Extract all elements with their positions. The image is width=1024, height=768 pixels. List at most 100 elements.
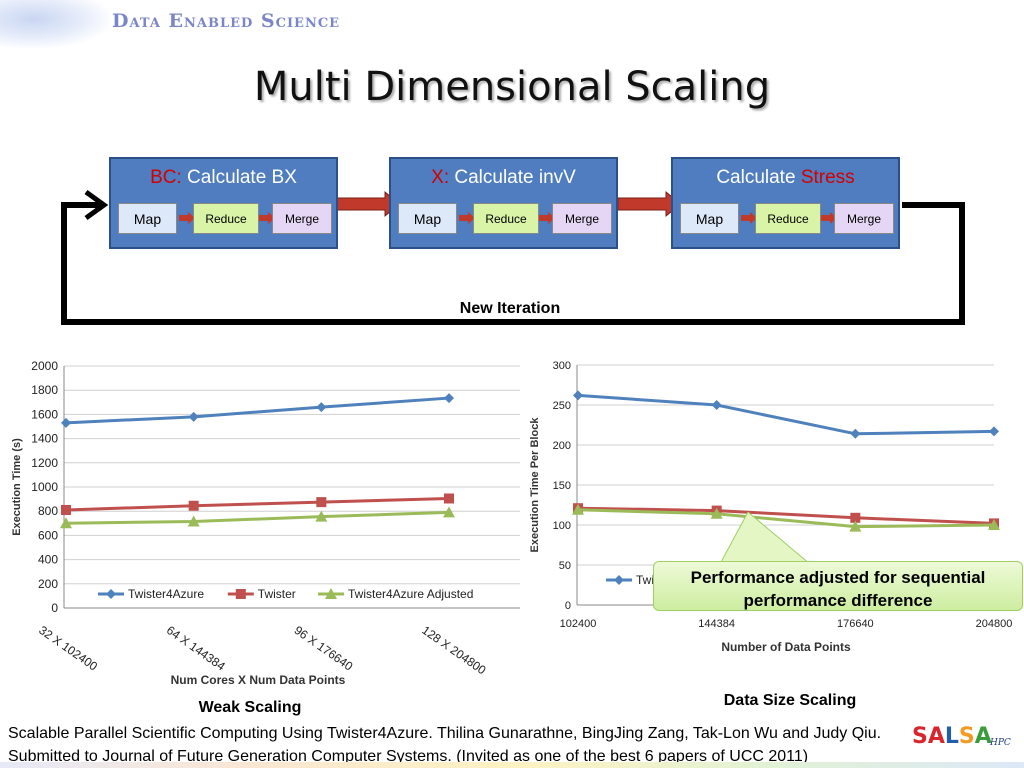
x-tick-label: 128 X 204800 xyxy=(419,623,489,678)
data-point xyxy=(444,493,454,504)
y-tick-label: 1800 xyxy=(31,383,58,397)
data-point xyxy=(572,503,584,515)
callout-note: Performance adjusted for sequential perf… xyxy=(653,561,1023,611)
hpc-tag: HPC xyxy=(990,738,1011,748)
citation-line: Submitted to Journal of Future Generatio… xyxy=(8,748,809,765)
x-tick-label: 96 X 176640 xyxy=(292,623,356,674)
footer-bar xyxy=(0,762,1024,768)
step-arrow xyxy=(259,212,275,224)
data-point xyxy=(187,515,200,527)
series-line xyxy=(577,393,995,436)
y-tick-label: 200 xyxy=(553,440,571,452)
y-tick-label: 50 xyxy=(559,560,571,572)
data-point xyxy=(61,417,71,428)
y-tick-label: 150 xyxy=(553,480,571,492)
reduce-step: Reduce xyxy=(193,203,259,234)
y-tick-label: 600 xyxy=(38,528,58,542)
step-arrow xyxy=(539,212,555,224)
step-arrow xyxy=(179,212,195,224)
data-point xyxy=(315,510,328,522)
data-point xyxy=(60,517,72,529)
y-axis-label: Execution Time Per Block xyxy=(529,417,541,553)
box-heading: Calculate Stress xyxy=(716,167,855,188)
x-tick-label: 176640 xyxy=(837,618,874,630)
map-step: Map xyxy=(398,203,457,234)
x-tick-label: 144384 xyxy=(698,618,735,630)
step-arrow xyxy=(459,212,475,224)
merge-step: Merge xyxy=(272,203,332,234)
map-step: Map xyxy=(680,203,739,234)
data-point xyxy=(573,390,583,401)
y-tick-label: 200 xyxy=(38,577,58,591)
legend-marker xyxy=(235,589,246,599)
data-point xyxy=(316,402,327,413)
weak-scaling-caption: Weak Scaling xyxy=(198,699,302,716)
logo-bubble xyxy=(0,0,110,48)
workflow-box-x: X: Calculate invV Map Reduce Merge xyxy=(389,157,618,249)
x-tick-label: 204800 xyxy=(976,618,1013,630)
y-tick-label: 0 xyxy=(51,601,58,615)
legend-label: Twister4Azure Adjusted xyxy=(348,587,473,601)
series-line xyxy=(577,506,995,525)
x-axis-label: Number of Data Points xyxy=(721,640,851,654)
x-tick-label: 102400 xyxy=(560,618,597,630)
data-point xyxy=(188,500,199,511)
data-point xyxy=(710,507,723,519)
workflow-box-stress: Calculate Stress Map Reduce Merge xyxy=(671,157,900,249)
legend-label: Twister xyxy=(258,587,296,601)
series-line xyxy=(65,510,450,525)
y-axis-label: Execution Time (s) xyxy=(11,438,23,536)
series-line xyxy=(65,396,450,425)
y-tick-label: 0 xyxy=(565,600,571,612)
merge-step: Merge xyxy=(834,203,894,234)
loop-line xyxy=(61,202,965,325)
workflow-box-bc: BC: Calculate BX Map Reduce Merge xyxy=(109,157,338,249)
y-tick-label: 400 xyxy=(38,553,58,567)
legend-marker xyxy=(325,588,337,599)
y-tick-label: 1200 xyxy=(31,456,58,470)
merge-step: Merge xyxy=(552,203,612,234)
weak-scaling-chart: 0 200 400 600 800 1000 1200 1400 1600 1800 2000 32 … xyxy=(11,359,520,687)
citation-line: Scalable Parallel Scientific Computing U… xyxy=(8,725,882,742)
data-point xyxy=(850,428,861,439)
y-tick-label: 1600 xyxy=(31,407,58,421)
data-point xyxy=(989,426,999,437)
y-tick-label: 1000 xyxy=(31,480,58,494)
callout-line: performance difference xyxy=(743,591,933,610)
box-heading: BC: Calculate BX xyxy=(150,167,297,188)
legend-marker xyxy=(106,589,116,599)
step-arrow xyxy=(821,212,837,224)
y-tick-label: 250 xyxy=(553,400,571,412)
x-axis-label: Num Cores X Num Data Points xyxy=(171,673,346,687)
data-point xyxy=(988,519,1000,530)
x-tick-label: 32 X 102400 xyxy=(36,623,100,674)
data-point xyxy=(850,512,861,523)
box-heading: X: Calculate invV xyxy=(431,167,576,188)
legend-marker xyxy=(614,575,624,585)
data-size-scaling-chart: 0 50 100 150 200 250 300 102400 144384 176640 2048… xyxy=(529,360,1013,654)
data-point xyxy=(188,411,199,422)
y-tick-label: 800 xyxy=(38,504,58,518)
data-point xyxy=(444,393,454,404)
step-arrow xyxy=(741,212,757,224)
data-point xyxy=(61,504,71,515)
loop-arrowhead xyxy=(84,189,109,221)
data-point xyxy=(711,400,722,410)
data-point xyxy=(443,506,455,518)
slide-title: Multi Dimensional Scaling xyxy=(253,64,771,110)
series-line xyxy=(577,508,995,529)
data-point xyxy=(316,497,327,508)
brand-title: Data Enabled Science xyxy=(112,10,341,32)
new-iteration-label: New Iteration xyxy=(459,300,561,317)
y-tick-label: 300 xyxy=(553,360,571,372)
map-step: Map xyxy=(118,203,177,234)
series-line xyxy=(65,496,450,512)
x-tick-label: 64 X 144384 xyxy=(164,623,228,674)
data-size-scaling-caption: Data Size Scaling xyxy=(723,692,857,709)
reduce-step: Reduce xyxy=(473,203,539,234)
y-tick-label: 1400 xyxy=(31,432,58,446)
data-point xyxy=(849,520,862,532)
salsa-logo: SALSA xyxy=(912,724,992,749)
workflow-connectors xyxy=(61,189,965,325)
legend-label: Twister4Azure xyxy=(128,587,204,601)
